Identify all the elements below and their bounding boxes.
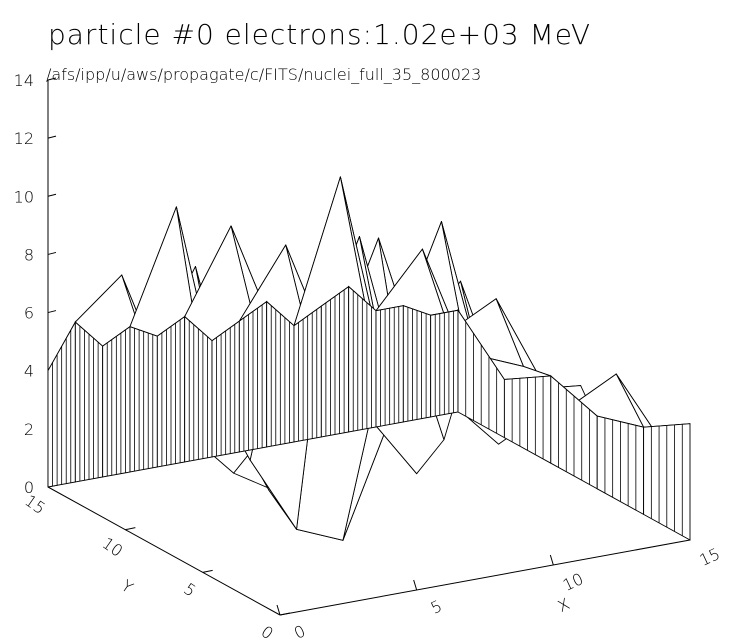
z-tick-label: 12 bbox=[14, 129, 34, 148]
y-axis bbox=[47, 486, 281, 616]
y-tick-label: 10 bbox=[99, 534, 127, 561]
y-tick bbox=[125, 527, 136, 531]
x-tick-label: 10 bbox=[560, 569, 586, 595]
y-axis-label: Y bbox=[118, 576, 137, 597]
chart-subtitle: /afs/ipp/u/aws/propagate/c/FITS/nuclei_f… bbox=[46, 65, 481, 84]
y-tick bbox=[279, 612, 291, 616]
x-axis bbox=[279, 539, 691, 616]
x-tick-label: 0 bbox=[291, 621, 308, 643]
y-tick bbox=[202, 569, 213, 573]
z-tick bbox=[47, 310, 57, 314]
x-axis-label: X bbox=[555, 594, 573, 616]
z-tick-label: 2 bbox=[24, 420, 34, 439]
z-tick-label: 10 bbox=[14, 187, 34, 206]
z-tick bbox=[47, 193, 57, 197]
z-tick-label: 6 bbox=[24, 304, 34, 323]
z-tick bbox=[47, 135, 57, 139]
z-tick bbox=[47, 77, 57, 81]
z-tick-label: 0 bbox=[24, 478, 34, 497]
y-tick-label: 5 bbox=[180, 579, 199, 600]
z-tick-label: 4 bbox=[24, 362, 34, 381]
x-tick bbox=[413, 579, 418, 591]
y-tick-label: 0 bbox=[258, 622, 277, 643]
x-tick-label: 15 bbox=[696, 544, 722, 570]
z-tick bbox=[47, 251, 57, 255]
x-tick bbox=[549, 554, 554, 566]
chart-title: particle #0 electrons:1.02e+03 MeV bbox=[48, 18, 591, 51]
x-tick bbox=[276, 604, 281, 616]
z-tick-label: 8 bbox=[24, 245, 34, 264]
z-tick-label: 14 bbox=[14, 71, 34, 90]
x-tick-label: 5 bbox=[428, 596, 445, 618]
